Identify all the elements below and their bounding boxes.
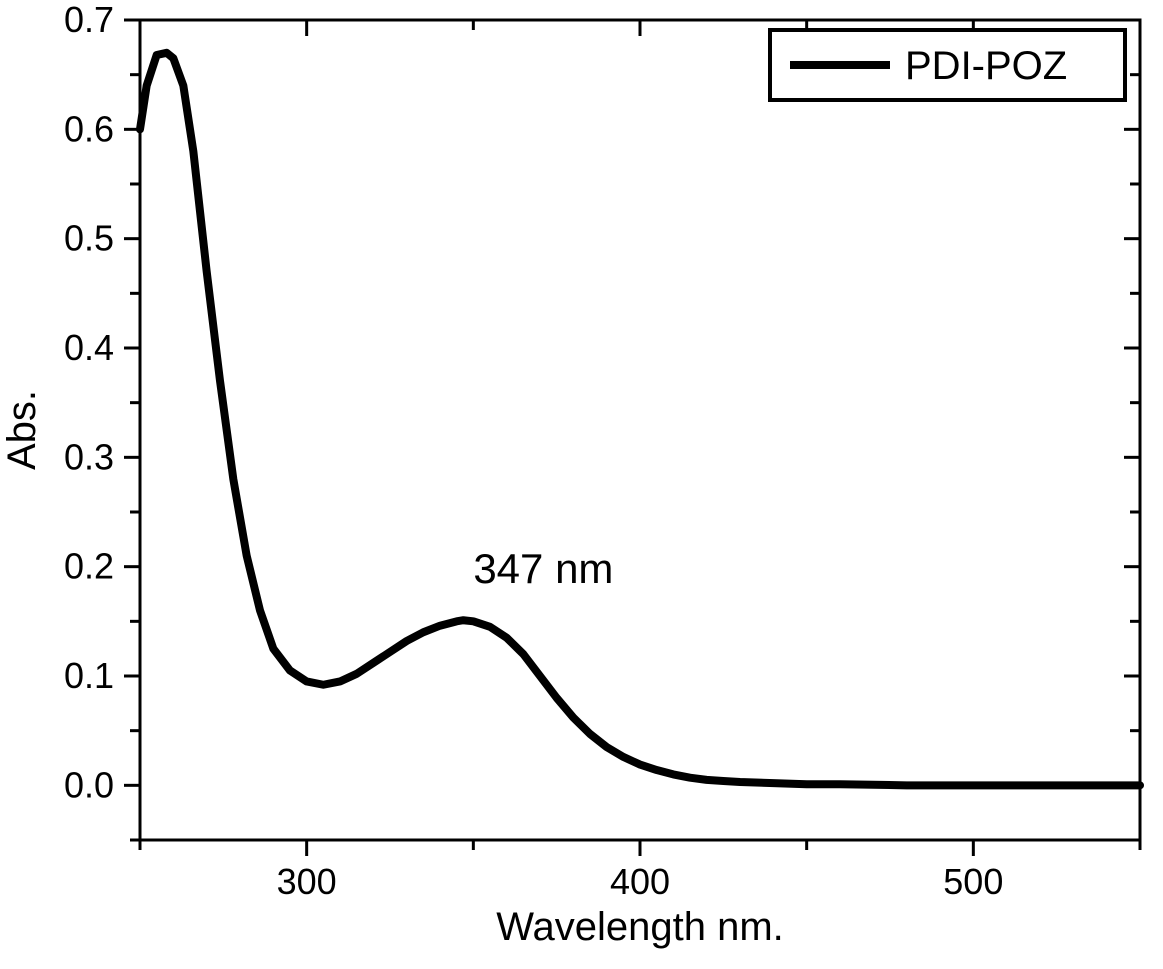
peak-annotation: 347 nm — [473, 545, 613, 592]
x-axis-label: Wavelength nm. — [496, 905, 784, 949]
y-tick-label: 0.5 — [64, 218, 114, 259]
x-tick-label: 500 — [943, 861, 1003, 902]
absorption-spectrum-chart: 300 400 500 Wavelength nm. 0.0 0.1 0.2 0.3 0.4 0.… — [0, 0, 1163, 969]
y-tick-label: 0.2 — [64, 546, 114, 587]
series-line — [140, 53, 1140, 786]
y-tick-label: 0.3 — [64, 436, 114, 477]
y-tick-label: 0.6 — [64, 108, 114, 149]
y-tick-label: 0.4 — [64, 327, 114, 368]
y-axis-label: Abs. — [0, 390, 44, 470]
chart-container: 300 400 500 Wavelength nm. 0.0 0.1 0.2 0.3 0.4 0.… — [0, 0, 1163, 969]
plot-border — [140, 20, 1140, 840]
y-tick-label: 0.1 — [64, 655, 114, 696]
x-tick-label: 400 — [610, 861, 670, 902]
y-tick-label: 0.0 — [64, 764, 114, 805]
legend-label: PDI-POZ — [905, 44, 1067, 88]
y-tick-label: 0.7 — [64, 0, 114, 40]
x-tick-label: 300 — [277, 861, 337, 902]
